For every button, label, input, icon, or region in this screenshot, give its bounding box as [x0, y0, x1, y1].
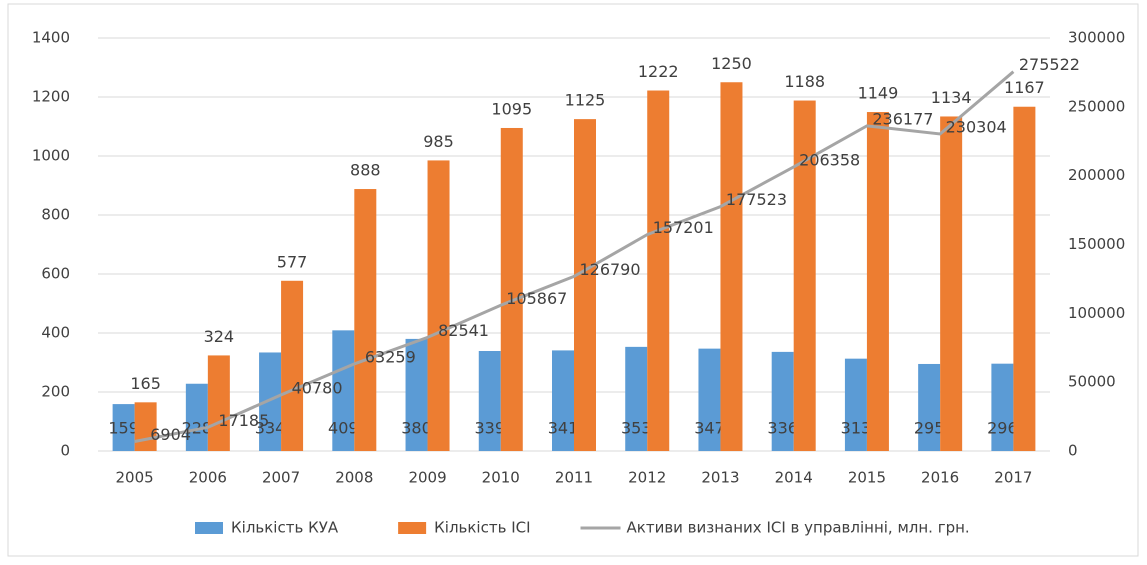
data-label: 1095 [491, 99, 532, 118]
data-label: 295 [914, 419, 945, 438]
bar [405, 338, 428, 451]
x-tick-label: 2010 [482, 469, 520, 487]
data-label: 336 [767, 419, 798, 438]
bar [1013, 106, 1036, 452]
data-label: 6904 [150, 425, 191, 444]
x-tick-label: 2006 [189, 469, 227, 487]
x-tick-label: 2005 [116, 469, 154, 487]
x-tick-label: 2017 [994, 469, 1032, 487]
data-label: 334 [255, 419, 286, 438]
data-label: 1134 [931, 88, 972, 107]
legend-swatch [195, 522, 223, 534]
data-label: 82541 [438, 321, 489, 340]
x-tick-label: 2007 [262, 469, 300, 487]
bar [844, 358, 867, 451]
data-label: 159 [108, 419, 139, 438]
data-label: 157201 [653, 218, 714, 237]
bar [793, 100, 816, 451]
bar [112, 404, 135, 451]
data-label: 577 [277, 252, 308, 271]
data-label: 17185 [218, 411, 269, 430]
data-label: 236177 [872, 109, 933, 128]
bar [500, 127, 523, 451]
x-tick-label: 2015 [848, 469, 886, 487]
data-label: 985 [423, 132, 454, 151]
data-label: 409 [328, 419, 359, 438]
bar [281, 280, 304, 451]
bar [185, 383, 208, 451]
legend-label: Активи визнаних ІСІ в управлінні, млн. г… [627, 519, 970, 537]
line [134, 70, 1015, 443]
data-label: 353 [621, 419, 652, 438]
bar [354, 189, 377, 452]
y-tick-label: 1000 [32, 147, 70, 165]
data-label: 206358 [799, 150, 860, 169]
data-label: 165 [130, 374, 161, 393]
data-label: 177523 [726, 190, 787, 209]
data-label: 347 [694, 419, 725, 438]
x-tick-label: 2011 [555, 469, 593, 487]
bar [698, 348, 721, 451]
bar [991, 363, 1014, 451]
x-tick-label: 2014 [775, 469, 813, 487]
data-label: 105867 [506, 289, 567, 308]
data-label: 888 [350, 161, 381, 180]
data-label: 296 [987, 419, 1018, 438]
legend-swatch [398, 522, 427, 534]
data-label: 40780 [292, 378, 343, 397]
y-tick-label: 600 [41, 265, 70, 283]
x-tick-label: 2012 [628, 469, 666, 487]
bar [940, 116, 963, 451]
y-tick-label: 0 [60, 442, 70, 460]
x-tick-label: 2008 [335, 469, 373, 487]
bar [259, 352, 282, 451]
bar [478, 350, 501, 451]
bar [918, 363, 941, 451]
data-label: 380 [401, 419, 432, 438]
data-label: 339 [474, 419, 505, 438]
bar [720, 82, 743, 451]
data-label: 1222 [638, 62, 679, 81]
y2-tick-label: 150000 [1068, 235, 1125, 253]
x-tick-label: 2009 [408, 469, 446, 487]
data-label: 324 [204, 327, 235, 346]
y2-tick-label: 0 [1068, 442, 1078, 460]
bar [866, 112, 889, 452]
bar [771, 351, 794, 451]
data-label: 1250 [711, 54, 752, 73]
bar [647, 90, 670, 451]
data-label: 126790 [579, 260, 640, 279]
data-label: 1188 [784, 72, 825, 91]
data-label: 1125 [565, 91, 606, 110]
x-tick-label: 2016 [921, 469, 959, 487]
bar [332, 330, 355, 451]
y2-tick-label: 200000 [1068, 166, 1125, 184]
bar [207, 355, 230, 451]
y-tick-label: 1200 [32, 88, 70, 106]
y-tick-label: 1400 [32, 29, 70, 47]
legend-label: Кількість КУА [231, 519, 339, 537]
data-label: 313 [841, 419, 872, 438]
y-tick-label: 400 [41, 324, 70, 342]
bar [625, 346, 648, 451]
bar [574, 119, 596, 451]
data-label: 1149 [858, 84, 899, 103]
bar [552, 350, 574, 451]
data-label: 230304 [946, 117, 1007, 136]
data-label: 275522 [1019, 55, 1080, 74]
y2-tick-label: 300000 [1068, 29, 1125, 47]
data-label: 341 [548, 419, 579, 438]
legend-label: Кількість ІСІ [434, 519, 530, 537]
bar [427, 160, 450, 452]
y2-tick-label: 50000 [1068, 373, 1116, 391]
y2-tick-label: 100000 [1068, 304, 1125, 322]
y2-tick-label: 250000 [1068, 97, 1125, 115]
y-tick-label: 800 [41, 206, 70, 224]
y-tick-label: 200 [41, 383, 70, 401]
data-label: 63259 [365, 347, 416, 366]
x-tick-label: 2013 [701, 469, 739, 487]
data-label: 1167 [1004, 78, 1045, 97]
